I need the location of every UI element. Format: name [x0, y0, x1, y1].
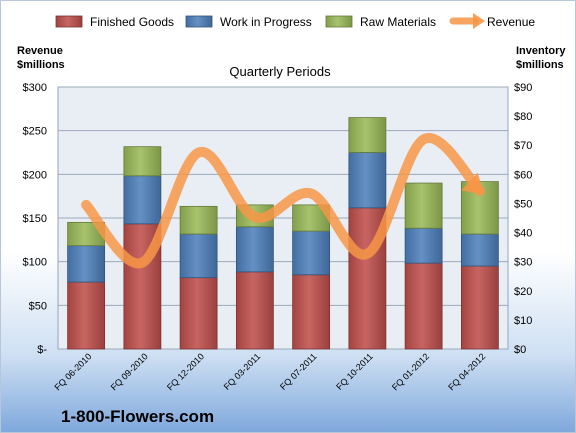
left-tick-label: $100 [23, 257, 47, 269]
bar-finished-goods [67, 281, 106, 350]
bar-raw-materials [404, 182, 443, 229]
left-axis-ticks: $- $50 $100 $150 $200 $250 $300 [23, 82, 48, 356]
left-tick-label: $200 [23, 169, 47, 181]
bar-work-in-progress [179, 233, 218, 279]
bar-finished-goods [404, 262, 443, 350]
bar-work-in-progress [292, 230, 331, 276]
category-label: FQ 01-2012 [390, 351, 431, 392]
brand-label: 1-800-Flowers.com [61, 407, 214, 426]
right-axis-title-line1: Inventory [516, 45, 566, 57]
bar-work-in-progress [348, 152, 387, 209]
left-tick-label: $300 [23, 82, 47, 94]
right-tick-label: $90 [514, 82, 532, 94]
right-tick-label: $0 [514, 344, 526, 356]
legend-arrow-head [473, 13, 485, 29]
legend-label: Raw Materials [360, 15, 436, 29]
legend: Finished Goods Work in Progress Raw Materi… [55, 13, 535, 29]
category-label: FQ 03-2011 [222, 351, 263, 392]
right-tick-label: $60 [514, 169, 532, 181]
left-axis-title-line1: Revenue [17, 45, 63, 57]
bar-work-in-progress [460, 233, 499, 267]
bar-finished-goods [460, 265, 499, 350]
right-tick-label: $80 [514, 111, 532, 123]
category-label: FQ 04-2012 [446, 351, 487, 392]
right-tick-label: $30 [514, 257, 532, 269]
category-axis-labels: FQ 06-2010 FQ 09-2010 FQ 12-2010 FQ 03-2011… [53, 351, 488, 392]
chart-subtitle: Quarterly Periods [229, 64, 331, 79]
revenue-line [81, 133, 485, 269]
bar-raw-materials [123, 146, 162, 177]
category-label: FQ 12-2010 [165, 351, 206, 392]
revenue-arrowhead [461, 172, 485, 195]
left-tick-label: $250 [23, 126, 47, 138]
bar-work-in-progress [67, 245, 106, 283]
right-tick-label: $40 [514, 228, 532, 240]
revenue-line-layer [81, 133, 485, 269]
bar-finished-goods [179, 277, 218, 350]
legend-swatch [325, 15, 353, 28]
right-axis-ticks: $0 $10 $20 $30 $40 $50 $60 $70 $80 $90 [514, 82, 532, 356]
category-label: FQ 09-2010 [109, 351, 150, 392]
bar-finished-goods [235, 271, 274, 350]
legend-label: Finished Goods [90, 15, 174, 29]
bar-finished-goods [292, 274, 331, 350]
category-label: FQ 06-2010 [53, 351, 94, 392]
category-label: FQ 07-2011 [278, 351, 319, 392]
right-axis-title-line2: $millions [516, 59, 564, 71]
bar-work-in-progress [235, 226, 274, 273]
bar-work-in-progress [404, 227, 443, 264]
legend-label: Revenue [487, 15, 535, 29]
bar-work-in-progress [123, 175, 162, 225]
right-tick-label: $10 [514, 315, 532, 327]
legend-swatch [185, 15, 213, 28]
left-axis-title-line2: $millions [17, 59, 65, 71]
legend-label: Work in Progress [220, 15, 312, 29]
left-tick-label: $150 [23, 213, 47, 225]
bar-raw-materials [348, 117, 387, 153]
right-tick-label: $20 [514, 286, 532, 298]
category-label: FQ 10-2011 [334, 351, 375, 392]
left-tick-label: $50 [29, 300, 47, 312]
right-tick-label: $70 [514, 140, 532, 152]
right-tick-label: $50 [514, 198, 532, 210]
bar-raw-materials [179, 205, 218, 235]
left-tick-label: $- [37, 344, 47, 356]
legend-swatch [55, 15, 83, 28]
